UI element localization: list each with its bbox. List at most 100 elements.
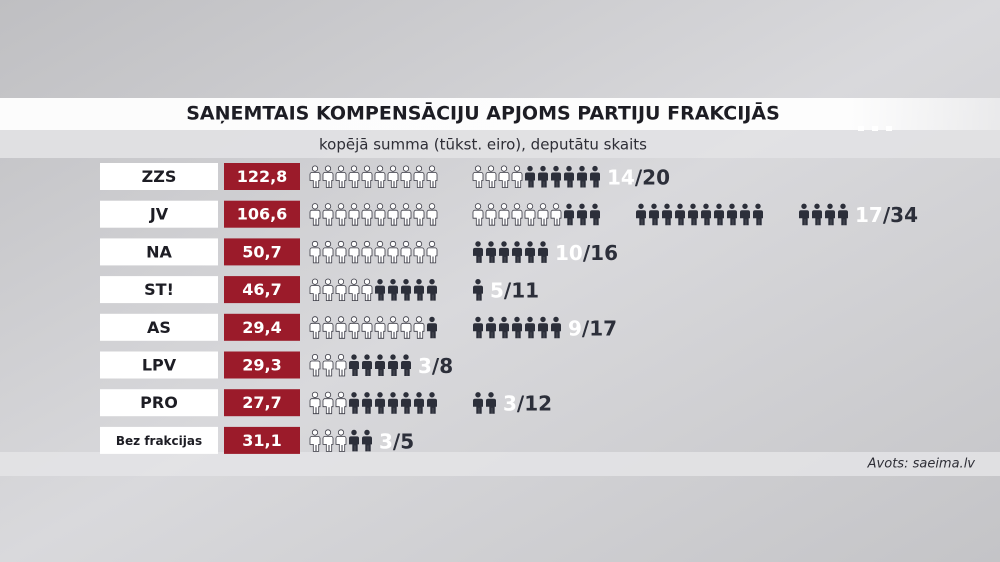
received-icon — [348, 203, 360, 226]
count-label: 14/20 — [607, 165, 670, 189]
received-icon — [387, 240, 399, 264]
rest-icon — [486, 241, 496, 263]
received-icon — [400, 240, 412, 264]
received-icon — [387, 316, 399, 339]
rest-icon — [473, 316, 483, 339]
value-box — [224, 426, 300, 454]
rest-icon — [427, 279, 437, 301]
rest-icon — [590, 203, 600, 226]
rest-icon — [714, 203, 724, 226]
count-label: 9/17 — [568, 316, 617, 340]
received-count: 3 — [503, 391, 517, 415]
received-icon — [361, 316, 373, 339]
rest-icon — [486, 316, 496, 339]
received-icon — [322, 354, 334, 377]
rest-icon — [727, 203, 737, 226]
rest-icon — [825, 203, 835, 226]
received-icon — [348, 240, 360, 264]
value-box — [224, 163, 300, 190]
received-icon — [400, 203, 412, 226]
title-bar — [0, 98, 1000, 130]
received-icon — [413, 203, 425, 226]
rest-icon — [362, 392, 372, 414]
rest-icon — [753, 203, 763, 226]
count-label: 17/34 — [855, 203, 918, 227]
received-icon — [400, 165, 412, 188]
rest-icon — [499, 241, 509, 263]
category-box — [100, 238, 218, 266]
received-icon — [335, 429, 347, 452]
received-icon — [472, 165, 484, 188]
received-icon — [335, 391, 347, 415]
rest-icon — [590, 165, 600, 188]
received-count: 3 — [418, 354, 432, 378]
received-icon — [309, 391, 321, 415]
total-count: /16 — [583, 240, 618, 264]
rest-icon — [414, 392, 424, 414]
received-icon — [361, 278, 373, 302]
value-label: 29,4 — [242, 318, 281, 337]
rest-icon — [349, 429, 359, 452]
value-label: 106,6 — [237, 205, 288, 224]
count-label: 3/12 — [503, 391, 552, 415]
rest-icon — [675, 203, 685, 226]
received-icon — [335, 316, 347, 339]
received-icon — [322, 203, 334, 226]
value-label: 46,7 — [242, 280, 281, 299]
received-icon — [426, 240, 438, 264]
received-icon — [309, 429, 321, 452]
rest-icon — [388, 392, 398, 414]
received-count: 5 — [490, 278, 504, 302]
rest-icon — [473, 241, 483, 263]
value-box — [224, 351, 300, 379]
received-icon — [361, 203, 373, 226]
rest-icon — [538, 241, 548, 263]
rest-icon — [349, 392, 359, 414]
category-label: Bez frakcijas — [116, 434, 202, 448]
received-icon — [413, 240, 425, 264]
subtitle-bar — [0, 130, 1000, 158]
received-icon — [335, 165, 347, 188]
received-icon — [426, 165, 438, 188]
category-label: LPV — [142, 356, 177, 375]
rest-icon — [427, 316, 437, 339]
count-label: 5/11 — [490, 278, 539, 302]
value-label: 50,7 — [242, 242, 281, 261]
rest-icon — [812, 203, 822, 226]
received-icon — [498, 203, 510, 226]
received-icon — [322, 429, 334, 452]
rest-icon — [388, 354, 398, 376]
category-box — [100, 276, 218, 304]
received-icon — [387, 203, 399, 226]
rest-icon — [538, 165, 548, 188]
received-icon — [309, 316, 321, 339]
rest-icon — [551, 316, 561, 339]
received-icon — [537, 203, 549, 226]
category-box — [100, 200, 218, 228]
received-icon — [322, 240, 334, 264]
total-count: /5 — [393, 429, 414, 453]
received-icon — [472, 203, 484, 226]
total-count: /8 — [432, 354, 453, 378]
rest-icon — [564, 165, 574, 188]
received-count: 9 — [568, 316, 582, 340]
total-count: /17 — [582, 316, 617, 340]
category-label: AS — [147, 318, 171, 337]
category-label: NA — [146, 242, 172, 261]
rest-icon — [362, 354, 372, 376]
rest-icon — [375, 392, 385, 414]
rest-icon — [649, 203, 659, 226]
rest-icon — [401, 354, 411, 376]
rest-icon — [688, 203, 698, 226]
rest-icon — [838, 203, 848, 226]
rest-icon — [525, 241, 535, 263]
rest-icon — [414, 279, 424, 301]
rest-icon — [486, 392, 496, 414]
rest-icon — [662, 203, 672, 226]
category-box — [100, 313, 218, 341]
received-icon — [374, 165, 386, 188]
rest-icon — [799, 203, 809, 226]
received-icon — [426, 203, 438, 226]
received-icon — [400, 316, 412, 339]
